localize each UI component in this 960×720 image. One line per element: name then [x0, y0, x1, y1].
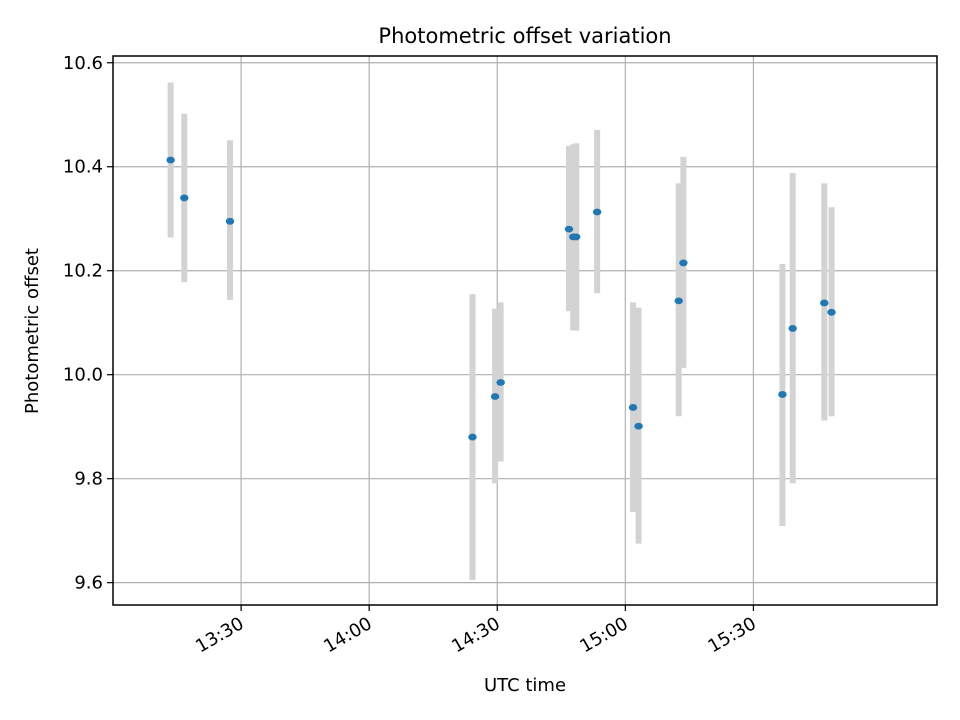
- data-point: [468, 433, 477, 441]
- data-point: [679, 259, 688, 267]
- data-point: [674, 297, 683, 305]
- y-tick-label: 10.0: [63, 365, 103, 386]
- data-point: [225, 217, 235, 225]
- grid-layer: [113, 56, 937, 605]
- data-point: [496, 379, 505, 386]
- data-point: [788, 325, 797, 332]
- data-point: [564, 225, 574, 233]
- y-tick-label: 10.2: [63, 261, 103, 282]
- y-tick-label: 9.8: [74, 469, 103, 490]
- y-tick-label: 10.6: [63, 53, 103, 74]
- data-point: [572, 233, 581, 241]
- data-point: [820, 299, 829, 307]
- y-axis-label: Photometric offset: [22, 248, 43, 414]
- data-point: [634, 422, 643, 430]
- y-tick-label: 9.6: [74, 573, 103, 594]
- data-point: [592, 208, 602, 216]
- data-point: [490, 393, 500, 400]
- data-point: [628, 404, 638, 411]
- y-tick-label: 10.4: [63, 157, 103, 178]
- plot-frame: [112, 55, 938, 606]
- chart-title: Photometric offset variation: [378, 24, 671, 48]
- point-layer: [166, 156, 836, 441]
- data-point: [827, 308, 836, 316]
- data-point: [166, 156, 175, 164]
- data-point: [778, 391, 787, 398]
- data-point: [180, 194, 189, 202]
- x-axis-label: UTC time: [484, 675, 566, 696]
